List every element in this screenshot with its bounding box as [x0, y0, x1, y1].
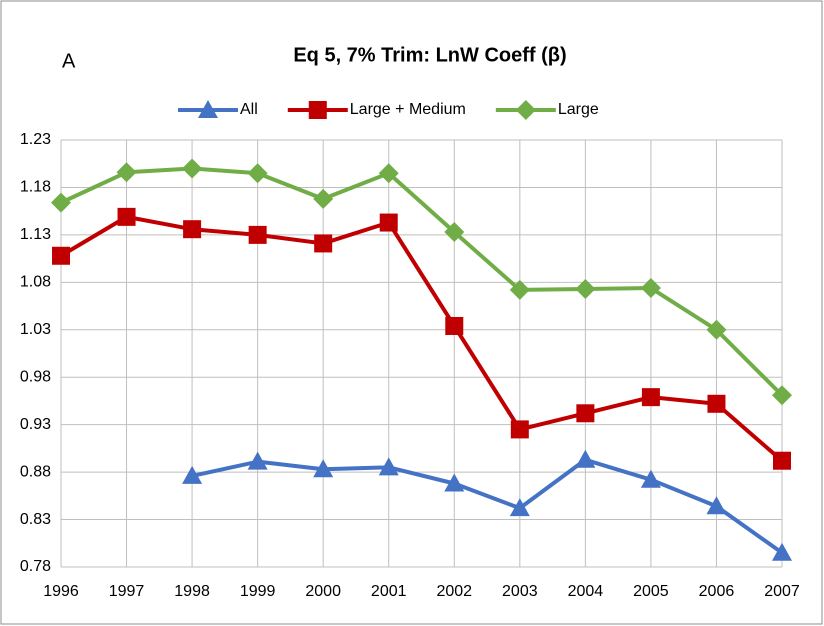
marker: [379, 213, 398, 232]
marker: [515, 100, 536, 120]
legend-label: All: [240, 101, 258, 118]
y-tick-label: 0.83: [20, 511, 51, 528]
marker: [51, 192, 71, 213]
x-tick-label: 2002: [436, 583, 472, 600]
marker: [313, 188, 334, 209]
marker: [378, 457, 399, 476]
x-tick-label: 2000: [305, 583, 341, 600]
marker: [116, 162, 137, 183]
x-tick-label: 2004: [568, 583, 604, 600]
legend-item: All: [178, 100, 258, 118]
marker: [247, 451, 268, 470]
marker: [772, 542, 792, 561]
chart-title: Eq 5, 7% Trim: LnW Coeff (β): [293, 44, 566, 66]
y-tick-label: 0.98: [20, 368, 51, 385]
y-tick-label: 1.03: [20, 321, 51, 338]
marker: [198, 100, 218, 118]
x-tick-label: 1997: [109, 583, 145, 600]
marker: [509, 498, 530, 517]
marker: [313, 459, 334, 478]
y-tick-label: 1.08: [20, 274, 51, 291]
marker: [773, 451, 791, 470]
x-tick-label: 1996: [43, 583, 79, 600]
marker: [308, 101, 327, 119]
series-line: [60, 166, 784, 397]
marker: [707, 394, 726, 413]
x-tick-label: 2007: [764, 583, 800, 600]
marker: [772, 385, 792, 406]
marker: [575, 278, 596, 299]
x-tick-label: 1998: [174, 583, 210, 600]
y-tick-label: 1.18: [20, 179, 51, 196]
marker: [444, 222, 465, 243]
y-tick-label: 0.88: [20, 463, 51, 480]
panel-label: A: [62, 50, 76, 72]
marker: [706, 496, 727, 515]
marker: [247, 163, 268, 184]
marker: [576, 404, 595, 423]
marker: [445, 316, 464, 335]
legend-label: Large: [558, 101, 599, 118]
marker: [706, 319, 727, 340]
series-line: [59, 214, 784, 463]
marker: [641, 388, 660, 407]
series-line: [191, 457, 784, 555]
y-tick-label: 1.13: [20, 226, 51, 243]
legend-item: Large + Medium: [287, 101, 466, 119]
marker: [52, 246, 70, 265]
marker: [183, 220, 202, 239]
marker: [510, 420, 529, 439]
marker: [182, 158, 203, 179]
marker: [509, 279, 530, 300]
legend-label: Large + Medium: [350, 101, 466, 118]
y-tick-label: 0.93: [20, 416, 51, 433]
marker: [248, 225, 267, 244]
legend-item: Large: [495, 100, 599, 120]
x-tick-label: 2001: [371, 583, 407, 600]
marker: [640, 278, 661, 299]
x-tick-label: 2003: [502, 583, 538, 600]
marker: [182, 465, 203, 484]
marker: [575, 449, 596, 468]
marker: [314, 234, 333, 253]
marker: [640, 469, 661, 488]
y-tick-label: 1.23: [20, 131, 51, 148]
x-tick-label: 1999: [240, 583, 276, 600]
marker: [378, 163, 399, 184]
x-tick-label: 2005: [633, 583, 669, 600]
y-tick-label: 0.78: [20, 558, 51, 575]
marker: [117, 207, 136, 226]
x-tick-label: 2006: [699, 583, 735, 600]
marker: [444, 473, 465, 492]
